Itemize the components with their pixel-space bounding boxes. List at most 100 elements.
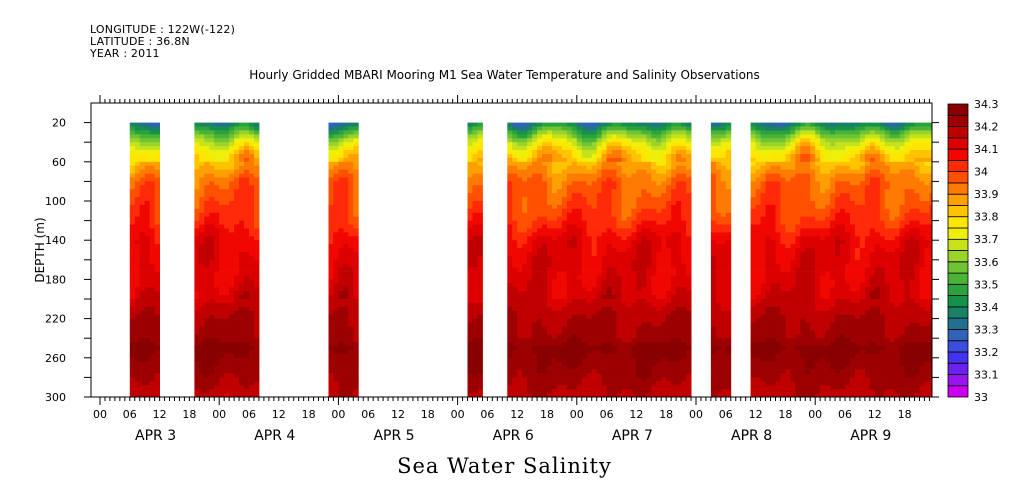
data-cell (224, 150, 230, 155)
data-cell (472, 338, 478, 343)
data-cell (328, 201, 334, 206)
data-cell (626, 330, 632, 335)
data-cell (219, 357, 225, 363)
data-cell (472, 146, 478, 151)
data-cell (656, 197, 662, 202)
data-cell (532, 240, 538, 245)
data-cell (651, 150, 657, 155)
data-cell (710, 389, 717, 394)
data-cell (561, 146, 568, 151)
data-cell (656, 295, 662, 300)
data-cell (467, 346, 473, 351)
data-cell (477, 197, 483, 202)
data-cell (343, 342, 349, 347)
data-cell (512, 295, 518, 300)
data-cell (646, 342, 652, 347)
data-cell (666, 150, 672, 155)
data-cell (249, 279, 255, 284)
data-cell (676, 346, 682, 351)
data-cell (676, 342, 682, 347)
data-cell (616, 369, 622, 374)
data-cell (671, 224, 677, 229)
data-cell (154, 122, 160, 127)
data-cell (576, 310, 583, 316)
data-cell (343, 212, 349, 218)
data-cell (725, 122, 732, 127)
data-cell (229, 142, 235, 147)
data-cell (556, 165, 563, 170)
data-cell (517, 204, 523, 210)
data-cell (477, 208, 483, 214)
data-cell (720, 220, 727, 225)
data-cell (224, 275, 230, 280)
data-cell (661, 326, 667, 331)
data-cell (214, 236, 220, 241)
data-cell (512, 138, 518, 143)
data-cell (532, 252, 538, 257)
data-cell (681, 208, 687, 214)
data-cell (249, 165, 255, 170)
data-cell (139, 373, 146, 378)
data-cell (522, 350, 528, 355)
data-cell (204, 373, 210, 378)
data-cell (755, 193, 761, 198)
data-cell (517, 322, 523, 327)
data-cell (472, 197, 478, 202)
data-cell (611, 381, 617, 386)
data-cell (204, 306, 210, 312)
data-cell (532, 130, 538, 135)
data-cell (556, 365, 563, 370)
data-cell (254, 287, 260, 292)
data-cell (561, 157, 568, 163)
data-cell (239, 228, 245, 233)
data-cell (129, 381, 136, 386)
data-cell (333, 252, 339, 257)
data-cell (601, 271, 607, 276)
data-cell (666, 157, 672, 163)
data-cell (348, 299, 354, 304)
data-cell (507, 232, 513, 237)
data-cell (641, 381, 647, 386)
data-cell (214, 224, 220, 229)
data-cell (199, 342, 205, 347)
data-cell (581, 353, 588, 359)
data-cell (348, 267, 354, 272)
data-cell (621, 306, 627, 312)
data-cell (686, 236, 692, 241)
data-cell (646, 240, 652, 245)
data-cell (676, 208, 682, 214)
data-cell (641, 224, 647, 229)
data-cell (631, 122, 637, 127)
data-cell (234, 126, 240, 131)
data-cell (472, 150, 478, 155)
data-cell (715, 157, 722, 163)
data-cell (214, 161, 220, 167)
data-cell (586, 201, 593, 206)
data-cell (522, 302, 528, 308)
data-cell (611, 267, 617, 272)
data-cell (676, 157, 682, 163)
data-cell (720, 150, 727, 155)
data-cell (249, 228, 255, 233)
data-cell (244, 154, 250, 159)
data-cell (720, 161, 727, 167)
data-cell (611, 291, 617, 296)
data-cell (214, 248, 220, 253)
data-cell (720, 244, 727, 249)
data-cell (234, 353, 240, 359)
data-cell (254, 165, 260, 170)
data-cell (244, 338, 250, 343)
data-cell (512, 240, 518, 245)
data-cell (571, 189, 578, 194)
data-cell (616, 248, 622, 253)
data-cell (586, 365, 593, 370)
data-cell (517, 236, 523, 241)
data-cell (651, 173, 657, 178)
data-cell (621, 134, 627, 139)
data-cell (611, 255, 617, 261)
data-cell (591, 330, 598, 335)
data-cell (646, 146, 652, 151)
data-cell (204, 122, 210, 127)
data-cell (596, 318, 603, 323)
data-cell (254, 134, 260, 139)
